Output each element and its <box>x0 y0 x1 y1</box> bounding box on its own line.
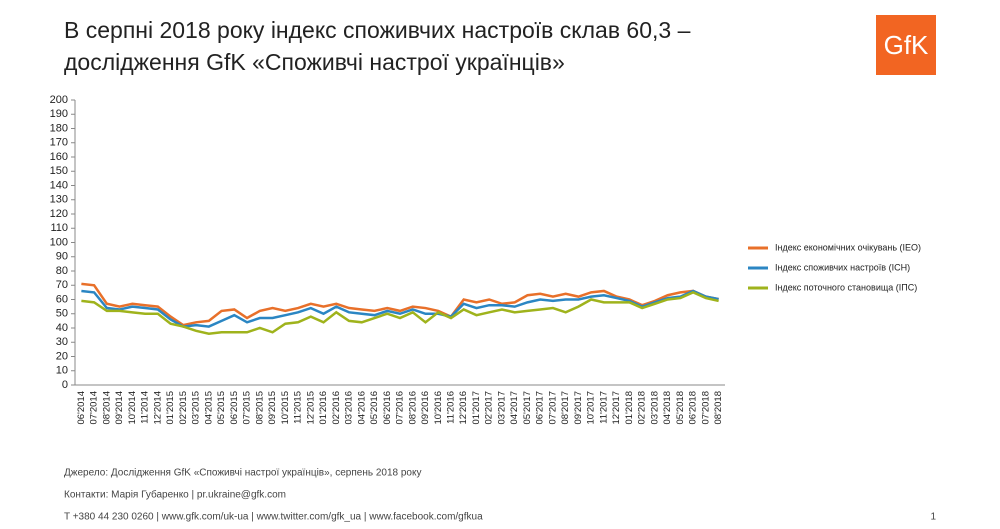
y-tick-label: 200 <box>50 94 68 106</box>
x-tick-label: 01'2015 <box>165 391 176 425</box>
legend-label: Індекс економічних очікувань (ІЕО) <box>775 242 921 252</box>
x-tick-label: 12'2015 <box>305 391 316 425</box>
x-tick-label: 02'2016 <box>331 391 342 425</box>
x-tick-label: 09'2015 <box>267 391 278 425</box>
x-tick-label: 11'2015 <box>293 391 304 424</box>
chart-title: дослідження GfK «Споживчі настрої україн… <box>64 49 565 75</box>
y-tick-label: 40 <box>56 322 68 334</box>
y-tick-label: 100 <box>50 236 68 248</box>
x-tick-label: 01'2017 <box>471 391 482 425</box>
series-line <box>81 291 719 335</box>
y-tick-label: 30 <box>56 336 68 348</box>
x-tick-label: 04'2018 <box>662 391 673 425</box>
y-tick-label: 180 <box>50 122 68 134</box>
x-tick-label: 06'2016 <box>382 391 393 425</box>
y-tick-label: 170 <box>50 137 68 149</box>
chart-title: В серпні 2018 року індекс споживчих наст… <box>64 17 691 43</box>
logo-box <box>876 15 936 75</box>
x-tick-label: 08'2016 <box>407 391 418 425</box>
x-tick-label: 06'2018 <box>688 391 699 425</box>
x-tick-label: 09'2016 <box>420 391 431 425</box>
y-tick-label: 120 <box>50 208 68 220</box>
x-tick-label: 01'2018 <box>624 391 635 425</box>
y-tick-label: 110 <box>50 222 68 234</box>
logo: GfK <box>884 30 929 60</box>
x-tick-label: 08'2017 <box>560 391 571 425</box>
x-tick-label: 07'2018 <box>700 391 711 425</box>
x-tick-label: 11'2014 <box>140 391 151 424</box>
x-tick-label: 10'2015 <box>280 391 291 425</box>
footer-contacts: Контакти: Марія Губаренко | pr.ukraine@g… <box>64 489 286 501</box>
y-tick-label: 50 <box>56 308 68 320</box>
x-tick-label: 02'2015 <box>178 391 189 425</box>
x-tick-label: 10'2017 <box>586 391 597 425</box>
y-tick-label: 60 <box>56 293 68 305</box>
x-tick-label: 01'2016 <box>318 391 329 425</box>
x-tick-label: 06'2015 <box>229 391 240 425</box>
x-tick-label: 04'2015 <box>203 391 214 425</box>
x-tick-label: 06'2017 <box>535 391 546 425</box>
x-tick-label: 07'2015 <box>242 391 253 425</box>
y-tick-label: 130 <box>50 194 68 206</box>
x-tick-label: 07'2016 <box>395 391 406 425</box>
x-tick-label: 09'2014 <box>114 391 125 425</box>
x-tick-label: 10'2016 <box>433 391 444 425</box>
y-tick-label: 80 <box>56 265 68 277</box>
x-tick-label: 03'2018 <box>649 391 660 425</box>
y-tick-label: 140 <box>50 179 68 191</box>
legend-label: Індекс поточного становища (ІПС) <box>775 282 917 292</box>
x-tick-label: 12'2016 <box>458 391 469 425</box>
footer-source: Джерело: Дослідження GfK «Споживчі настр… <box>64 468 421 479</box>
y-tick-label: 70 <box>56 279 68 291</box>
y-tick-label: 0 <box>62 379 68 391</box>
y-tick-label: 160 <box>50 151 68 163</box>
x-tick-label: 12'2014 <box>152 391 163 425</box>
legend-label: Індекс споживчих настроїв (ІСН) <box>775 262 910 272</box>
x-tick-label: 07'2014 <box>89 391 100 425</box>
x-tick-label: 05'2016 <box>369 391 380 425</box>
series-line <box>81 289 719 328</box>
x-tick-label: 02'2018 <box>637 391 648 425</box>
y-tick-label: 90 <box>56 251 68 263</box>
x-tick-label: 04'2016 <box>356 391 367 425</box>
y-tick-label: 150 <box>50 165 68 177</box>
x-tick-label: 12'2017 <box>611 391 622 425</box>
x-tick-label: 10'2014 <box>127 391 138 425</box>
x-tick-label: 08'2018 <box>713 391 724 425</box>
x-tick-label: 05'2017 <box>522 391 533 425</box>
page-number: 1 <box>930 512 936 523</box>
x-tick-label: 04'2017 <box>509 391 520 425</box>
x-tick-label: 02'2017 <box>484 391 495 425</box>
x-tick-label: 07'2017 <box>547 391 558 425</box>
x-tick-label: 08'2014 <box>101 391 112 425</box>
x-tick-label: 09'2017 <box>573 391 584 425</box>
footer-links: T +380 44 230 0260 | www.gfk.com/uk-ua |… <box>64 512 483 523</box>
x-tick-label: 11'2016 <box>445 391 456 424</box>
x-tick-label: 11'2017 <box>598 391 609 424</box>
x-tick-label: 05'2018 <box>675 391 686 425</box>
x-tick-label: 08'2015 <box>254 391 265 425</box>
series-line <box>81 282 719 327</box>
x-tick-label: 03'2015 <box>191 391 202 425</box>
x-tick-label: 03'2016 <box>344 391 355 425</box>
y-tick-label: 10 <box>56 365 68 377</box>
y-tick-label: 190 <box>50 108 68 120</box>
y-tick-label: 20 <box>56 350 68 362</box>
x-tick-label: 05'2015 <box>216 391 227 425</box>
x-tick-label: 03'2017 <box>496 391 507 425</box>
x-tick-label: 06'2014 <box>76 391 87 425</box>
